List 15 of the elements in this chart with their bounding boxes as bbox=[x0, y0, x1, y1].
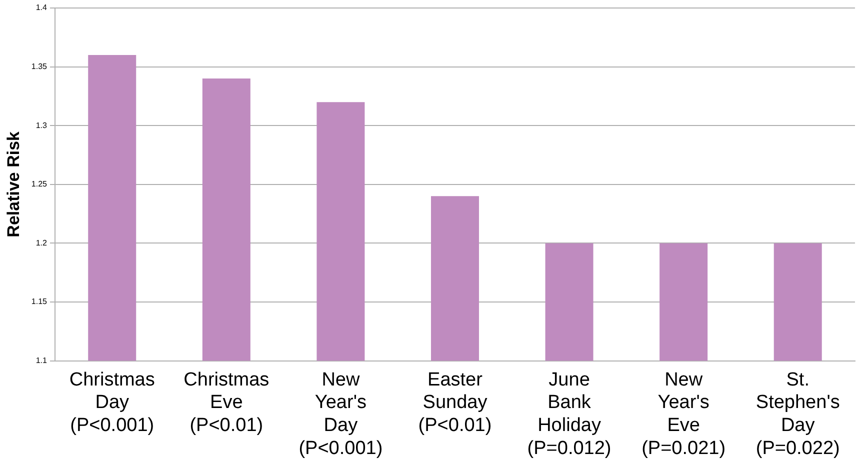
x-tick-label: New Year's Eve (P=0.021) bbox=[642, 369, 726, 459]
x-tick-label: St. Stephen's Day (P=0.022) bbox=[756, 369, 840, 459]
y-tick-label: 1.25 bbox=[31, 180, 48, 189]
y-tick-label: 1.2 bbox=[36, 238, 48, 248]
y-tick-label: 1.4 bbox=[36, 3, 48, 12]
x-tick-label: Easter Sunday (P<0.01) bbox=[418, 369, 492, 436]
y-axis-title: Relative Risk bbox=[4, 130, 23, 238]
x-tick-label: New Year's Day (P<0.001) bbox=[298, 369, 383, 459]
x-tick-label: June Bank Holiday (P=0.012) bbox=[527, 369, 612, 459]
x-tick-label: Christmas Eve (P<0.01) bbox=[184, 369, 270, 436]
y-tick-label: 1.1 bbox=[36, 356, 48, 366]
x-tick-label: Christmas Day (P<0.001) bbox=[69, 369, 155, 436]
y-tick-label: 1.15 bbox=[31, 297, 48, 306]
y-tick-label: 1.35 bbox=[31, 62, 48, 72]
y-tick-label: 1.3 bbox=[36, 120, 48, 130]
